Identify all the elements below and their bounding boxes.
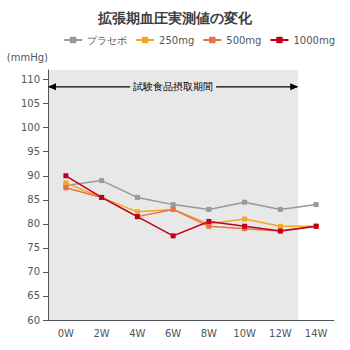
- svg-text:拡張期血圧実測値の変化: 拡張期血圧実測値の変化: [97, 10, 253, 26]
- svg-text:105: 105: [21, 98, 40, 109]
- svg-text:(mmHg): (mmHg): [7, 52, 48, 63]
- svg-text:2W: 2W: [94, 328, 110, 339]
- svg-text:80: 80: [27, 218, 40, 229]
- svg-text:1000mg: 1000mg: [293, 35, 335, 46]
- svg-text:100: 100: [21, 122, 40, 133]
- svg-text:試験食品摂取期間: 試験食品摂取期間: [133, 81, 213, 92]
- svg-text:110: 110: [21, 74, 40, 85]
- svg-text:90: 90: [27, 170, 40, 181]
- svg-text:0W: 0W: [58, 328, 74, 339]
- svg-text:95: 95: [27, 146, 40, 157]
- svg-text:250mg: 250mg: [159, 35, 194, 46]
- svg-text:75: 75: [27, 242, 40, 253]
- svg-text:6W: 6W: [165, 328, 181, 339]
- svg-text:8W: 8W: [201, 328, 217, 339]
- svg-text:70: 70: [27, 266, 40, 277]
- svg-text:60: 60: [27, 315, 40, 326]
- svg-text:85: 85: [27, 194, 40, 205]
- svg-text:プラセボ: プラセボ: [87, 35, 127, 46]
- svg-text:14W: 14W: [305, 328, 328, 339]
- svg-text:500mg: 500mg: [226, 35, 261, 46]
- svg-text:4W: 4W: [129, 328, 145, 339]
- svg-text:12W: 12W: [269, 328, 292, 339]
- svg-text:10W: 10W: [233, 328, 256, 339]
- svg-text:65: 65: [27, 290, 40, 301]
